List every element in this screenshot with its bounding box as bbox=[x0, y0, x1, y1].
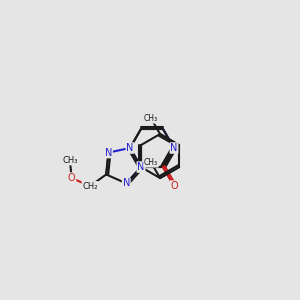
Text: CH₃: CH₃ bbox=[144, 114, 158, 123]
Text: N: N bbox=[105, 148, 112, 158]
Text: O: O bbox=[68, 173, 76, 183]
Text: CH₂: CH₂ bbox=[82, 182, 98, 191]
Text: N: N bbox=[137, 162, 145, 172]
Text: CH₃: CH₃ bbox=[62, 156, 78, 165]
Text: N: N bbox=[123, 178, 130, 188]
Text: O: O bbox=[170, 181, 178, 191]
Text: CH₃: CH₃ bbox=[144, 158, 158, 167]
Text: N: N bbox=[126, 143, 134, 153]
Text: N: N bbox=[170, 143, 178, 153]
